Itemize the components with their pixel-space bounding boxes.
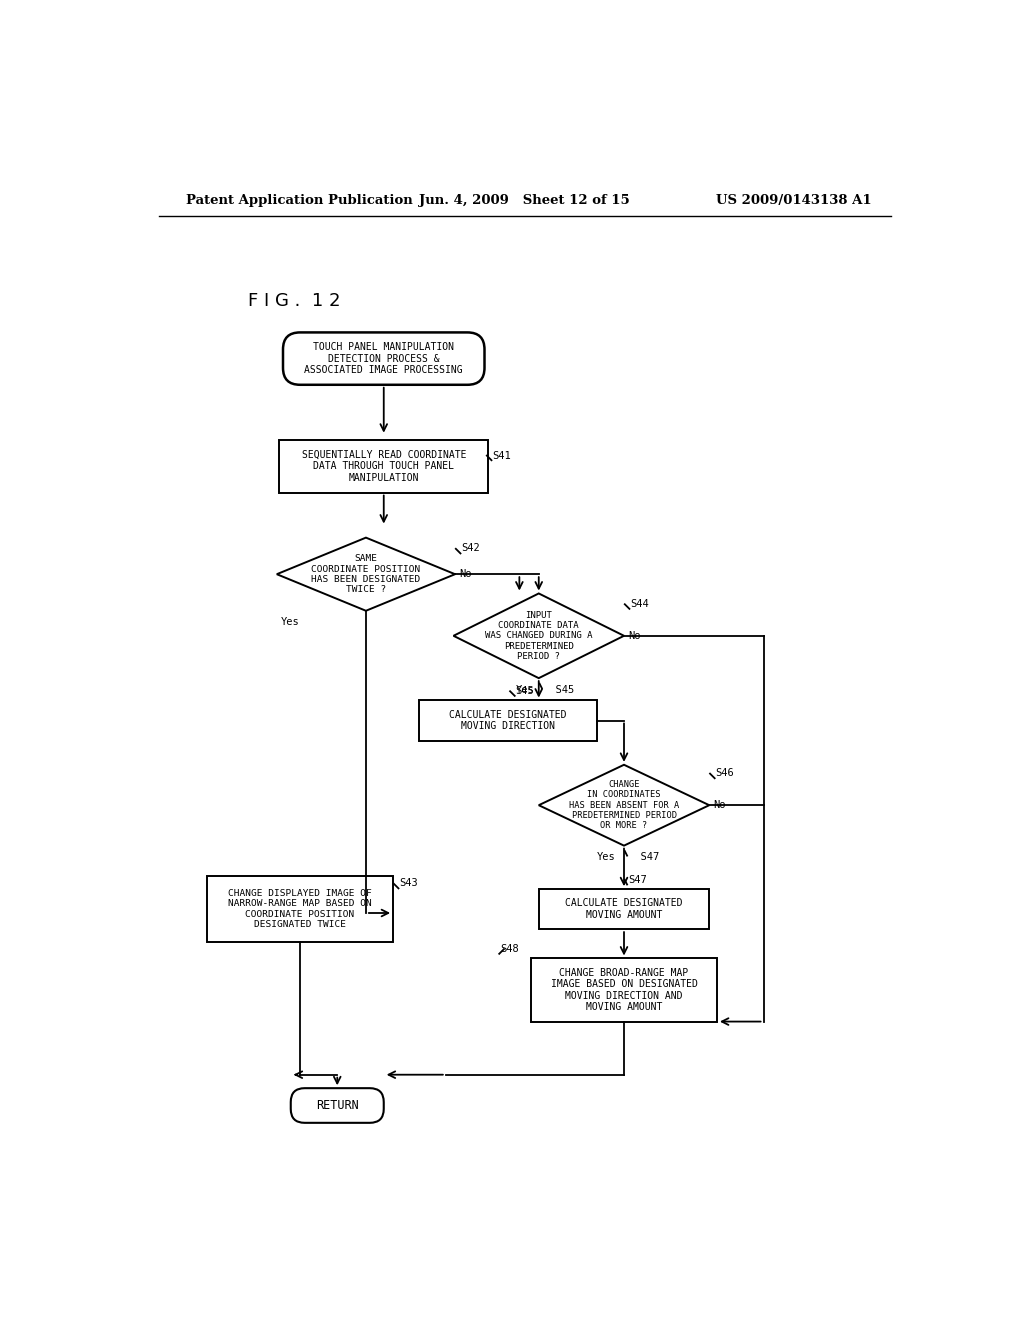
Text: S47: S47 — [628, 853, 659, 862]
Bar — [207, 876, 393, 942]
Text: CALCULATE DESIGNATED
MOVING AMOUNT: CALCULATE DESIGNATED MOVING AMOUNT — [565, 899, 683, 920]
Bar — [280, 441, 488, 492]
Text: No: No — [459, 569, 471, 579]
Text: No: No — [713, 800, 726, 810]
Text: S45: S45 — [543, 685, 573, 694]
Polygon shape — [539, 764, 710, 846]
Polygon shape — [276, 537, 455, 611]
Polygon shape — [454, 594, 624, 678]
Bar — [531, 958, 717, 1022]
Text: RETURN: RETURN — [315, 1100, 358, 1111]
Text: CHANGE
IN COORDINATES
HAS BEEN ABSENT FOR A
PREDETERMINED PERIOD
OR MORE ?: CHANGE IN COORDINATES HAS BEEN ABSENT FO… — [569, 780, 679, 830]
Text: S44: S44 — [630, 598, 649, 609]
Text: SEQUENTIALLY READ COORDINATE
DATA THROUGH TOUCH PANEL
MANIPULATION: SEQUENTIALLY READ COORDINATE DATA THROUG… — [301, 450, 466, 483]
FancyBboxPatch shape — [291, 1088, 384, 1123]
Text: S46: S46 — [716, 768, 734, 777]
Text: S45: S45 — [515, 686, 535, 697]
Text: No: No — [628, 631, 640, 640]
Text: US 2009/0143138 A1: US 2009/0143138 A1 — [717, 194, 872, 207]
Text: Patent Application Publication: Patent Application Publication — [186, 194, 413, 207]
Text: INPUT
COORDINATE DATA
WAS CHANGED DURING A
PREDETERMINED
PERIOD ?: INPUT COORDINATE DATA WAS CHANGED DURING… — [485, 610, 593, 661]
Text: Yes: Yes — [281, 618, 299, 627]
Text: F I G .  1 2: F I G . 1 2 — [248, 292, 341, 310]
Text: S48: S48 — [500, 944, 519, 954]
Text: TOUCH PANEL MANIPULATION
DETECTION PROCESS &
ASSOCIATED IMAGE PROCESSING: TOUCH PANEL MANIPULATION DETECTION PROCE… — [304, 342, 463, 375]
Bar — [539, 890, 710, 929]
Text: CHANGE DISPLAYED IMAGE OF
NARROW-RANGE MAP BASED ON
COORDINATE POSITION
DESIGNAT: CHANGE DISPLAYED IMAGE OF NARROW-RANGE M… — [228, 890, 372, 929]
Text: CHANGE BROAD-RANGE MAP
IMAGE BASED ON DESIGNATED
MOVING DIRECTION AND
MOVING AMO: CHANGE BROAD-RANGE MAP IMAGE BASED ON DE… — [551, 968, 697, 1012]
Text: Yes: Yes — [515, 685, 535, 694]
Bar — [419, 701, 597, 741]
Text: S47: S47 — [628, 875, 646, 884]
Text: S41: S41 — [493, 450, 511, 461]
Text: Jun. 4, 2009   Sheet 12 of 15: Jun. 4, 2009 Sheet 12 of 15 — [420, 194, 630, 207]
Text: S43: S43 — [399, 878, 418, 888]
Text: SAME
COORDINATE POSITION
HAS BEEN DESIGNATED
TWICE ?: SAME COORDINATE POSITION HAS BEEN DESIGN… — [311, 554, 421, 594]
Text: CALCULATE DESIGNATED
MOVING DIRECTION: CALCULATE DESIGNATED MOVING DIRECTION — [449, 710, 566, 731]
Text: S42: S42 — [461, 543, 480, 553]
Text: Yes: Yes — [597, 853, 615, 862]
FancyBboxPatch shape — [283, 333, 484, 385]
